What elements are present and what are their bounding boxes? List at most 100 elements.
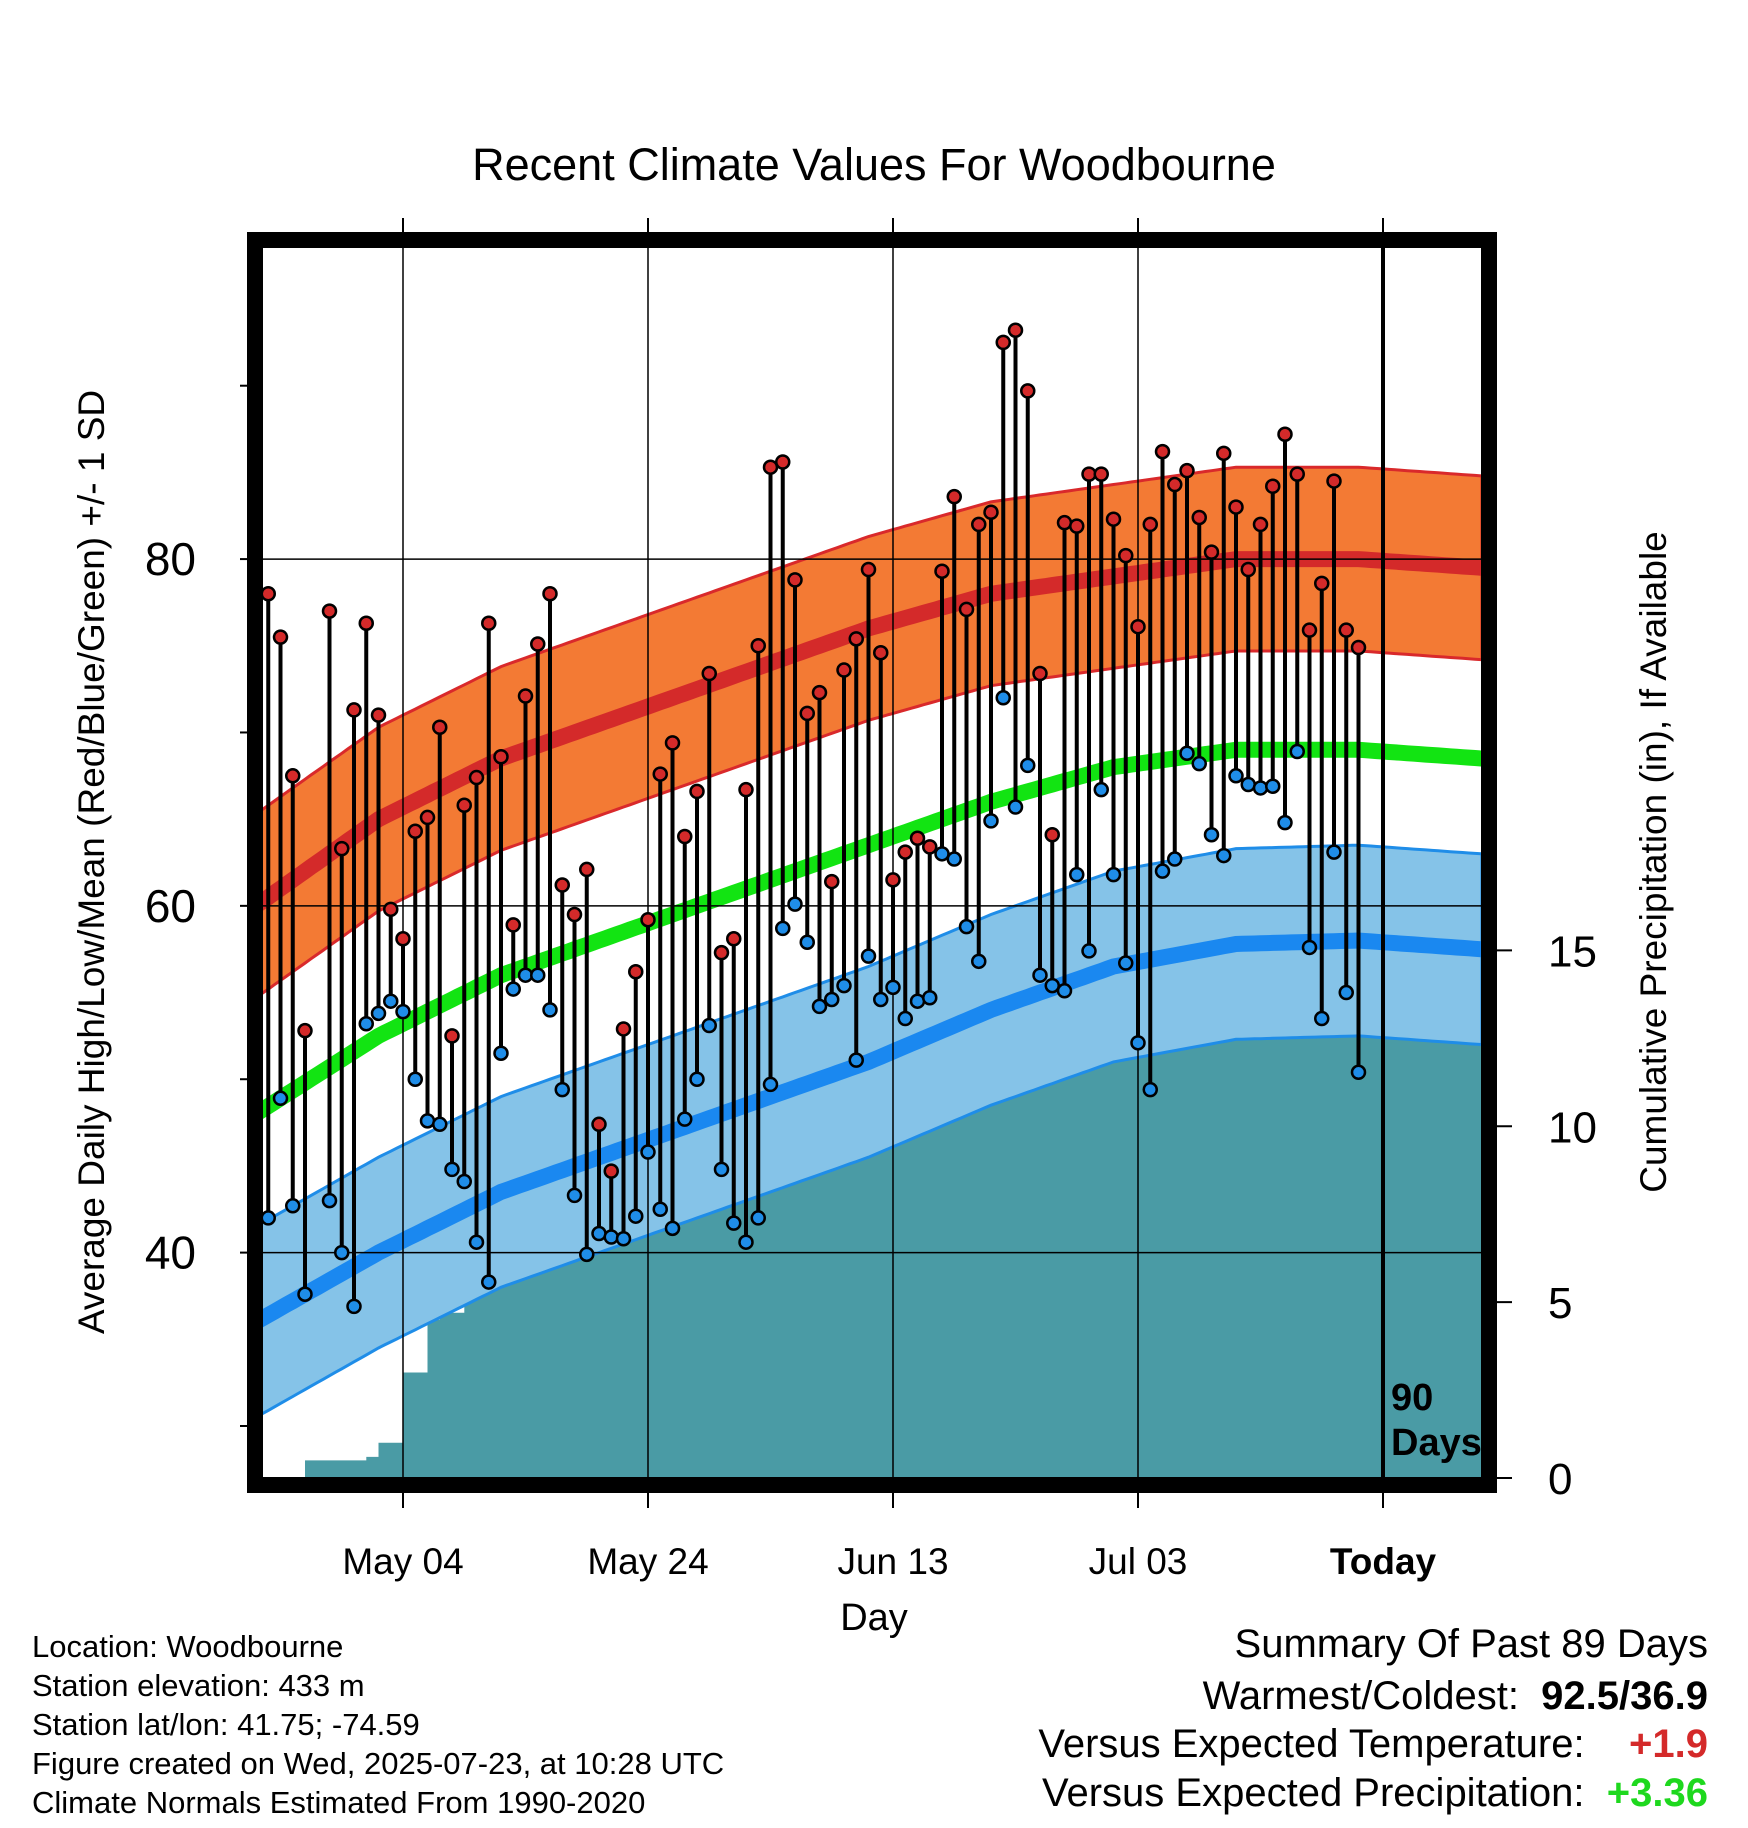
daily-low-point (505, 981, 521, 997)
daily-low-point (530, 967, 546, 983)
daily-low-point (946, 851, 962, 867)
y2-tick-label: 10 (1548, 1103, 1597, 1152)
daily-high-point (383, 901, 399, 918)
daily-low-point (334, 1244, 350, 1261)
daily-low-point (713, 1161, 730, 1178)
summary-warm-cold-label: Warmest/Coldest: (1202, 1674, 1519, 1718)
daily-low-point (897, 1010, 913, 1027)
daily-high-point (1032, 665, 1048, 682)
daily-low-point (909, 993, 926, 1009)
daily-high-point (971, 516, 987, 533)
daily-high-point (1142, 516, 1158, 533)
summary-temp-label: Versus Expected Temperature: (1038, 1722, 1585, 1766)
daily-high-point (297, 1022, 313, 1039)
daily-high-point (615, 1021, 632, 1037)
daily-low-point (701, 1017, 717, 1034)
daily-low-point (358, 1015, 374, 1032)
daily-high-point (799, 705, 815, 722)
daily-low-point (860, 948, 877, 964)
daily-low-point (1154, 863, 1171, 879)
daily-low-point (689, 1071, 705, 1087)
daily-low-point (603, 1229, 619, 1245)
daily-low-point (419, 1113, 436, 1129)
summary-temp: Versus Expected Temperature: +1.9 (1038, 1722, 1708, 1767)
daily-low-point (444, 1161, 460, 1178)
daily-low-point (481, 1274, 497, 1290)
daily-high-point (1228, 499, 1244, 515)
daily-low-point (1032, 967, 1048, 983)
daily-high-point (677, 828, 693, 845)
daily-high-point (1191, 509, 1207, 526)
daily-high-point (395, 931, 411, 947)
daily-low-point (1277, 814, 1293, 831)
daily-high-point (481, 615, 497, 631)
daily-high-point (321, 603, 338, 619)
daily-low-point (1350, 1064, 1367, 1081)
daily-low-point (285, 1198, 301, 1214)
summary-warm-cold-value: 92.5/36.9 (1541, 1674, 1708, 1718)
y2-tick-label: 15 (1548, 927, 1597, 976)
daily-high-point (1301, 622, 1318, 638)
daily-low-point (1167, 851, 1183, 867)
daily-high-point (1154, 443, 1171, 460)
daily-high-point (1056, 514, 1073, 531)
summary-precip-label: Versus Expected Precipitation: (1042, 1771, 1585, 1815)
daily-low-point (677, 1111, 693, 1127)
daily-low-point (640, 1144, 656, 1160)
daily-low-point (652, 1201, 668, 1218)
daily-low-point (346, 1298, 362, 1315)
daily-high-point (579, 861, 595, 878)
info-location: Location: Woodbourne (32, 1629, 344, 1664)
normal-mean-line (262, 741, 1482, 1120)
daily-low-point (1252, 780, 1269, 796)
daily-high-point (1093, 466, 1109, 482)
y-tick-label: 80 (145, 533, 196, 585)
daily-high-point (432, 719, 448, 736)
daily-high-point (530, 636, 546, 652)
daily-high-point (1007, 322, 1024, 338)
daily-high-point (1314, 575, 1330, 592)
daily-high-point (603, 1163, 619, 1179)
daily-low-point (1289, 743, 1305, 760)
daily-low-point (1326, 844, 1342, 860)
daily-high-point (628, 963, 644, 980)
daily-high-point (1338, 622, 1354, 638)
daily-high-point (701, 665, 717, 682)
daily-high-point (1130, 618, 1146, 635)
daily-high-point (811, 684, 828, 701)
daily-low-point (383, 993, 399, 1009)
daily-low-point (934, 846, 950, 862)
daily-high-point (1118, 547, 1134, 564)
daily-low-point (262, 1210, 276, 1226)
daily-high-point (995, 334, 1011, 351)
daily-low-point (554, 1081, 570, 1098)
daily-high-point (787, 572, 803, 588)
daily-low-point (738, 1234, 754, 1250)
summary-warm-cold: Warmest/Coldest: 92.5/36.9 (1203, 1674, 1708, 1719)
y2-tick-label: 5 (1548, 1279, 1572, 1328)
daily-high-point (885, 872, 901, 888)
daily-high-point (1020, 383, 1036, 399)
y-axis-label: Average Daily High/Low/Mean (Red/Blue/Gr… (71, 390, 112, 1334)
daily-low-point (799, 934, 815, 951)
daily-low-point (983, 813, 999, 829)
daily-high-point (1252, 516, 1269, 533)
daily-low-point (1314, 1010, 1330, 1027)
daily-high-point (689, 783, 705, 800)
normal-low-line (262, 932, 1482, 1328)
x-tick-label: Today (1330, 1541, 1437, 1582)
daily-high-point (358, 615, 374, 631)
x-tick-label: Jun 13 (837, 1541, 948, 1582)
daily-low-point (787, 896, 803, 912)
y-tick-label: 40 (145, 1227, 196, 1279)
daily-high-point (652, 766, 668, 782)
daily-high-point (713, 944, 730, 961)
daily-high-point (934, 563, 950, 579)
daily-low-point (848, 1052, 864, 1068)
daily-high-point (750, 638, 766, 654)
daily-low-point (628, 1208, 644, 1224)
daily-high-point (775, 454, 791, 470)
plot-frame (247, 232, 1497, 1493)
daily-high-point (860, 561, 877, 578)
